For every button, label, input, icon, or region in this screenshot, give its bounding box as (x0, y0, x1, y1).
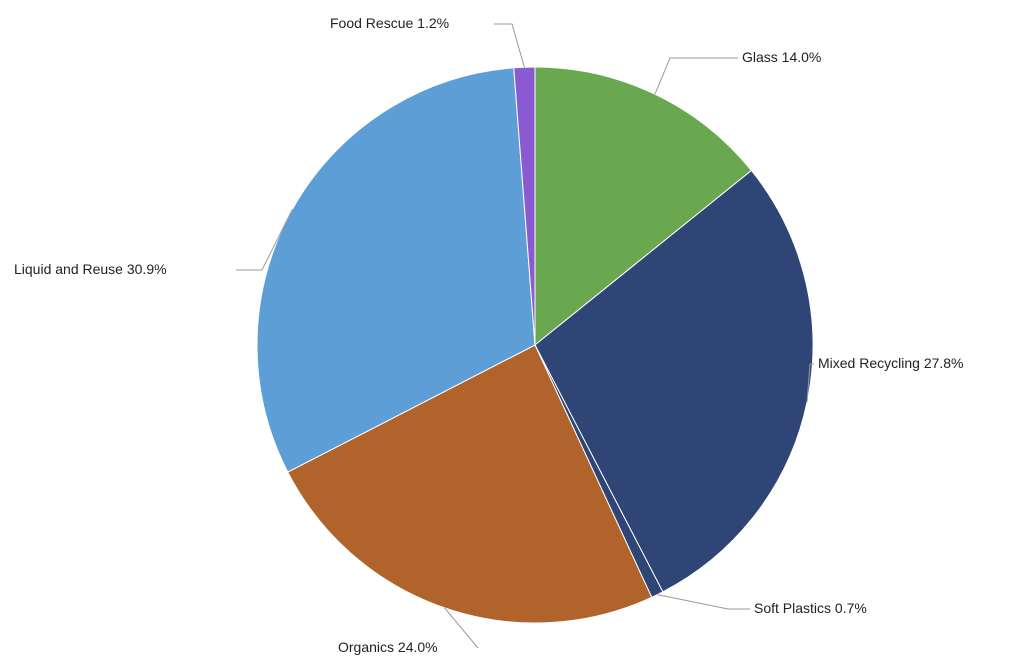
slice-label-glass: Glass 14.0% (742, 49, 821, 65)
slice-label-food-rescue: Food Rescue 1.2% (330, 15, 449, 31)
leader-lines-layer (236, 23, 814, 649)
leader-line-soft-plastics (657, 594, 750, 610)
slice-label-liquid-and-reuse: Liquid and Reuse 30.9% (14, 261, 167, 277)
pie-slice-organics (287, 344, 653, 624)
leader-line-organics (444, 607, 479, 649)
leader-line-food-rescue (494, 23, 525, 68)
slice-label-organics: Organics 24.0% (338, 639, 438, 655)
leader-line-glass (654, 57, 738, 95)
slices-layer (256, 66, 814, 624)
labels-layer: Glass 14.0% Mixed Recycling 27.8% Soft Pla… (14, 15, 964, 655)
slice-label-mixed-recycling: Mixed Recycling 27.8% (818, 355, 964, 371)
leader-line-mixed-recycling (806, 363, 814, 403)
slice-label-soft-plastics: Soft Plastics 0.7% (754, 600, 867, 616)
leader-line-liquid-and-reuse (236, 209, 293, 271)
